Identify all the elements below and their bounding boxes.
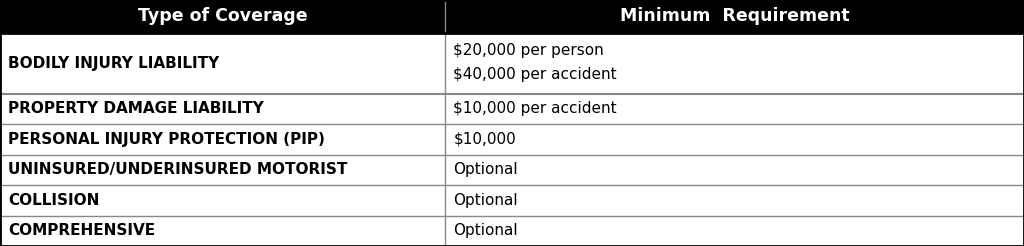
Text: COMPREHENSIVE: COMPREHENSIVE xyxy=(8,223,155,238)
Text: Type of Coverage: Type of Coverage xyxy=(138,7,307,25)
Text: Optional: Optional xyxy=(454,162,518,177)
Text: BODILY INJURY LIABILITY: BODILY INJURY LIABILITY xyxy=(8,56,219,71)
Text: UNINSURED/UNDERINSURED MOTORIST: UNINSURED/UNDERINSURED MOTORIST xyxy=(8,162,347,177)
Bar xyxy=(0,185,1024,215)
Text: $20,000 per person: $20,000 per person xyxy=(454,43,604,58)
Text: PROPERTY DAMAGE LIABILITY: PROPERTY DAMAGE LIABILITY xyxy=(8,101,264,116)
Text: $10,000 per accident: $10,000 per accident xyxy=(454,101,617,116)
Text: Optional: Optional xyxy=(454,193,518,208)
Bar xyxy=(0,32,1024,93)
Text: $40,000 per accident: $40,000 per accident xyxy=(454,66,617,81)
Bar xyxy=(0,154,1024,185)
Bar xyxy=(0,215,1024,246)
Text: COLLISION: COLLISION xyxy=(8,193,99,208)
Text: PERSONAL INJURY PROTECTION (PIP): PERSONAL INJURY PROTECTION (PIP) xyxy=(8,132,325,147)
Text: Optional: Optional xyxy=(454,223,518,238)
Text: Minimum  Requirement: Minimum Requirement xyxy=(620,7,850,25)
Bar xyxy=(0,0,1024,32)
Bar xyxy=(0,124,1024,154)
Text: $10,000: $10,000 xyxy=(454,132,516,147)
Bar xyxy=(0,93,1024,124)
